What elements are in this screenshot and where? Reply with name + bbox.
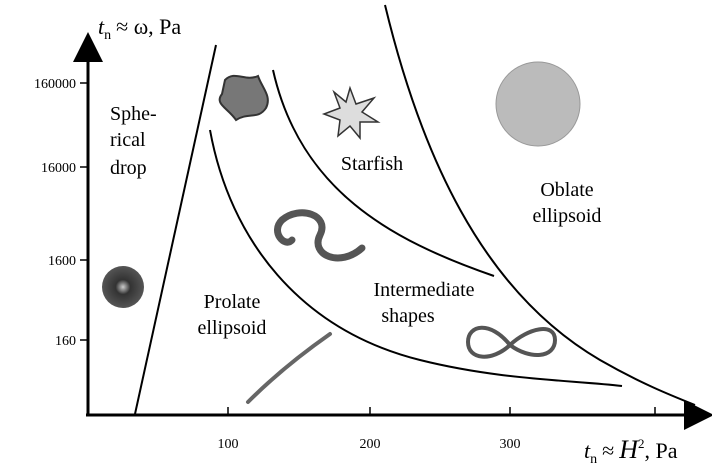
region-label: Intermediate [373, 279, 474, 301]
x-tick-label: 100 [218, 437, 239, 452]
sphere-icon [102, 266, 144, 308]
y-tick-label: 16000 [41, 161, 76, 176]
rod-icon [248, 334, 330, 402]
region-label: drop [110, 157, 147, 179]
figure-eight-icon [468, 328, 555, 357]
region-label: ellipsoid [533, 205, 602, 227]
x-tick-label: 300 [500, 437, 521, 452]
x-ticks: 100 200 300 [218, 437, 521, 452]
x-axis-label: tn≈H2, Pa [584, 435, 678, 467]
region-label: rical [110, 129, 146, 151]
intermediate-icon [277, 213, 362, 258]
region-label: ellipsoid [198, 317, 267, 339]
diagram: 160000 16000 1600 160 100 200 300 tn≈ ω,… [0, 0, 712, 468]
region-label: Sphe- [110, 103, 157, 125]
y-axis-label: tn≈ ω, Pa [98, 14, 181, 43]
y-tick-label: 160000 [34, 77, 76, 92]
x-tick-label: 200 [360, 437, 381, 452]
region-label: Oblate [540, 179, 593, 201]
region-label: Prolate [204, 291, 261, 313]
y-tick-label: 1600 [48, 254, 76, 269]
y-tick-label: 160 [55, 334, 76, 349]
oblate-icon [496, 62, 580, 146]
boundaries [135, 5, 695, 414]
y-ticks: 160000 16000 1600 160 [34, 77, 76, 349]
region-label: shapes [381, 305, 435, 327]
blob-icon [220, 76, 268, 120]
starfish-icon [324, 88, 378, 138]
region-label: Starfish [341, 153, 403, 175]
